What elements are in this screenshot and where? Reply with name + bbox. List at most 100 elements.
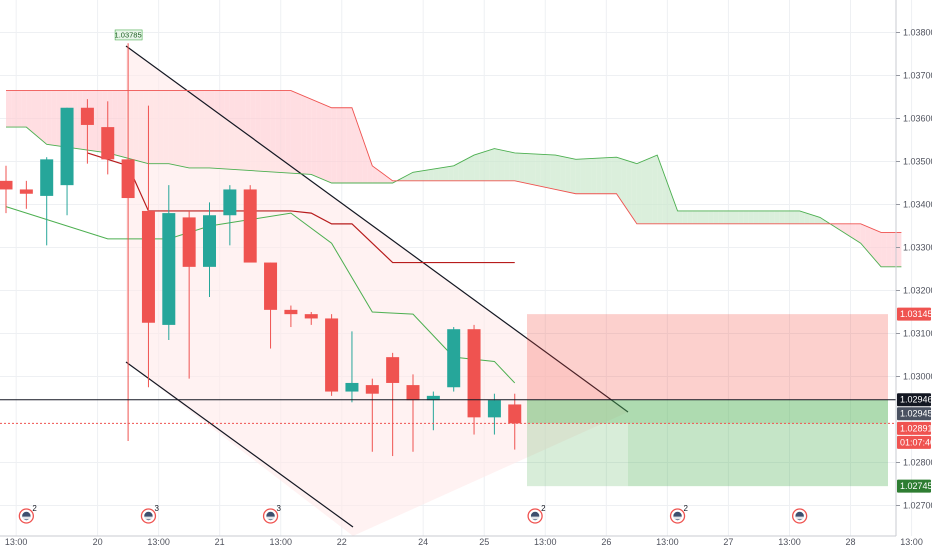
cloud-segment-bearish xyxy=(316,101,322,179)
price-label: 1.03145 xyxy=(900,309,932,319)
cloud-segment-bullish xyxy=(814,215,820,224)
candle-body xyxy=(508,404,522,424)
candle-body xyxy=(406,385,420,401)
cloud-segment-bearish xyxy=(326,105,332,183)
cloud-segment-bullish xyxy=(540,154,546,188)
cloud-segment-bearish xyxy=(336,107,342,183)
cloud-segment-bearish xyxy=(351,107,358,183)
price-tick-label: 1.03700 xyxy=(903,71,932,81)
flag-stripe xyxy=(795,516,804,520)
price-tick-label: 1.02800 xyxy=(903,458,932,468)
cloud-segment-bearish xyxy=(850,223,856,240)
trendline-upper xyxy=(125,45,629,413)
price-label: 1.02945 xyxy=(900,409,932,419)
cloud-segment-bullish xyxy=(474,153,480,181)
price-tick-label: 1.03200 xyxy=(903,286,932,296)
cloud-segment-bullish xyxy=(641,159,648,224)
profit-zone-active xyxy=(527,399,888,424)
event-count: 3 xyxy=(277,504,282,513)
drawing-layer xyxy=(125,45,629,536)
cloud-segment-bearish xyxy=(870,228,876,261)
price-label-bg xyxy=(897,479,931,493)
cloud-segment-bullish xyxy=(794,210,800,224)
cloud-segment-bullish xyxy=(672,196,678,224)
price-label: 1.02946 xyxy=(900,395,932,405)
price-tick-label: 1.03400 xyxy=(903,200,932,210)
cloud-segment-bullish xyxy=(555,155,561,191)
candle-body xyxy=(487,400,501,418)
flag-stripe xyxy=(22,516,31,520)
cloud-segment-bullish xyxy=(657,155,663,224)
candle-body xyxy=(345,382,359,392)
event-badge: 2 xyxy=(18,504,37,524)
candle-body xyxy=(141,210,155,323)
price-tick-label: 1.03100 xyxy=(903,329,932,339)
cloud-segment-bullish xyxy=(702,210,709,224)
price-tick-label: 1.03300 xyxy=(903,243,932,253)
cloud-segment-bullish xyxy=(820,217,826,224)
cloud-segment-bullish xyxy=(458,160,464,181)
candle-body xyxy=(60,107,74,186)
cloud-segment-bearish xyxy=(840,223,846,234)
cloud-segment-bearish xyxy=(331,107,337,183)
cloud-segment-bullish xyxy=(504,150,510,181)
cloud-segment-bullish xyxy=(748,210,754,224)
price-label: 01:07:40 xyxy=(900,437,932,447)
cloud-segment-bearish xyxy=(77,90,83,150)
time-tick-label: 13:00 xyxy=(778,537,801,547)
cloud-segment-bearish xyxy=(865,226,871,256)
cloud-segment-bullish xyxy=(713,210,719,224)
cloud-segment-bullish xyxy=(601,157,607,194)
cloud-segment-bullish xyxy=(652,155,658,224)
cloud-segment-bullish xyxy=(708,210,714,224)
cloud-segment-bullish xyxy=(402,174,408,181)
cloud-segment-bearish xyxy=(31,90,37,136)
cloud-segment-bullish xyxy=(616,157,622,202)
cloud-segment-bullish xyxy=(697,210,703,224)
cloud-segment-bullish xyxy=(769,210,775,224)
stop-loss-zone xyxy=(527,314,888,400)
candle-body xyxy=(223,189,237,216)
cloud-segment-bearish xyxy=(881,232,887,267)
time-tick-label: 27 xyxy=(723,537,733,547)
cloud-segment-bullish xyxy=(626,160,632,217)
time-axis: 13:00 20 13:00 21 13:00 22 24 25 13:00 26 13:00 27 1… xyxy=(0,535,923,547)
cloud-segment-bearish xyxy=(346,107,352,183)
cloud-segment-bearish xyxy=(845,223,851,237)
cloud-segment-bullish xyxy=(738,210,744,224)
price-tick-label: 1.03500 xyxy=(903,157,932,167)
cloud-segment-bearish xyxy=(51,90,57,146)
candle-body xyxy=(162,213,176,325)
cloud-segment-bullish xyxy=(524,153,531,185)
cloud-segment-bullish xyxy=(774,210,780,224)
cloud-segment-bearish xyxy=(16,90,22,128)
cloud-segment-bullish xyxy=(667,183,673,224)
cloud-segment-bullish xyxy=(764,210,770,224)
event-count: 2 xyxy=(541,504,546,513)
cloud-segment-bearish xyxy=(117,90,124,157)
cloud-segment-bullish xyxy=(413,171,419,181)
event-count: 2 xyxy=(684,504,689,513)
cloud-segment-bearish xyxy=(41,90,47,145)
senkou-span-a-line xyxy=(6,126,902,268)
cloud-segment-bullish xyxy=(479,151,485,181)
price-tick-label: 1.03600 xyxy=(903,114,932,124)
price-label-bg xyxy=(897,407,931,421)
cloud-segment-bullish xyxy=(662,169,668,224)
cloud-segment-bullish xyxy=(499,149,505,181)
cloud-segment-bullish xyxy=(728,210,734,224)
candle-body xyxy=(284,309,298,315)
cloud-segment-bullish xyxy=(463,157,469,181)
cloud-segment-bullish xyxy=(580,158,586,194)
cloud-segment-bearish xyxy=(311,99,317,177)
cloud-segment-bearish xyxy=(275,90,281,173)
candlestick-series xyxy=(0,43,522,457)
cloud-segment-bullish xyxy=(438,167,444,181)
time-tick-label: 25 xyxy=(479,537,489,547)
cloud-segment-bearish xyxy=(341,107,347,183)
cloud-segment-bullish xyxy=(723,210,729,224)
candle-body xyxy=(426,395,440,401)
cloud-segment-bearish xyxy=(886,232,892,267)
